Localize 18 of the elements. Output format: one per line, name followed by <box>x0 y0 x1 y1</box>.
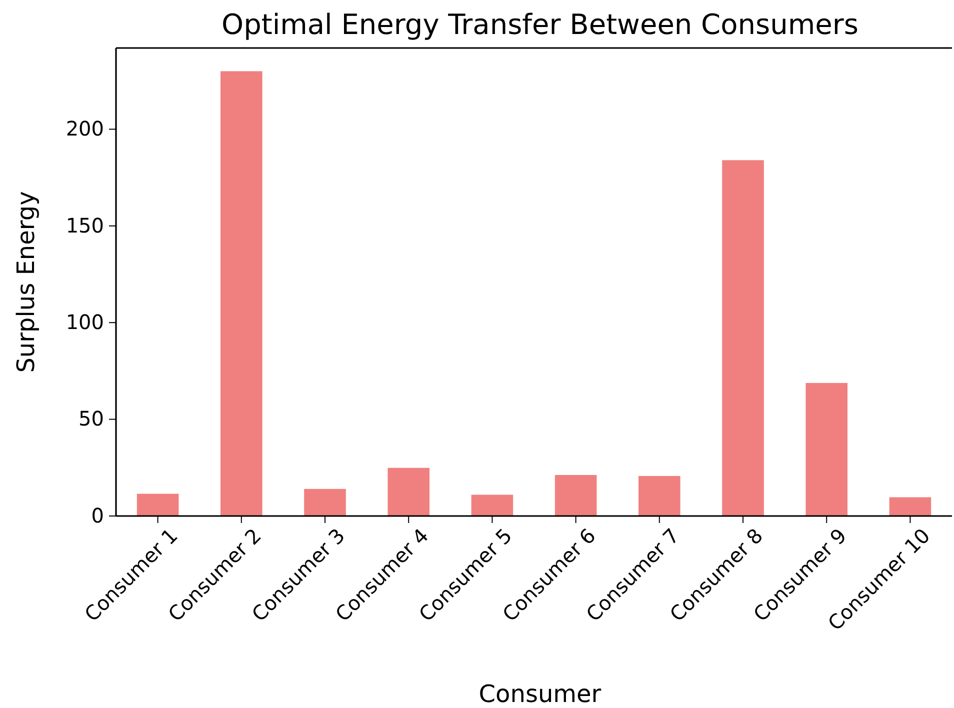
bar <box>136 494 179 516</box>
bar <box>722 160 764 516</box>
bar <box>388 468 430 516</box>
y-tick-label: 50 <box>78 406 104 431</box>
y-axis-title: Surplus Energy <box>12 191 40 373</box>
y-tick-label: 150 <box>66 213 104 238</box>
bar <box>889 497 932 516</box>
chart-title: Optimal Energy Transfer Between Consumers <box>222 8 858 41</box>
bar <box>638 476 680 516</box>
x-axis-title: Consumer <box>478 680 602 708</box>
y-tick-label: 200 <box>66 116 104 141</box>
bar <box>806 382 848 516</box>
y-tick-label: 100 <box>66 310 104 334</box>
bar <box>220 71 262 516</box>
bar <box>471 494 514 516</box>
bar <box>554 475 597 516</box>
bar <box>304 488 346 516</box>
y-tick-label: 0 <box>91 503 104 528</box>
